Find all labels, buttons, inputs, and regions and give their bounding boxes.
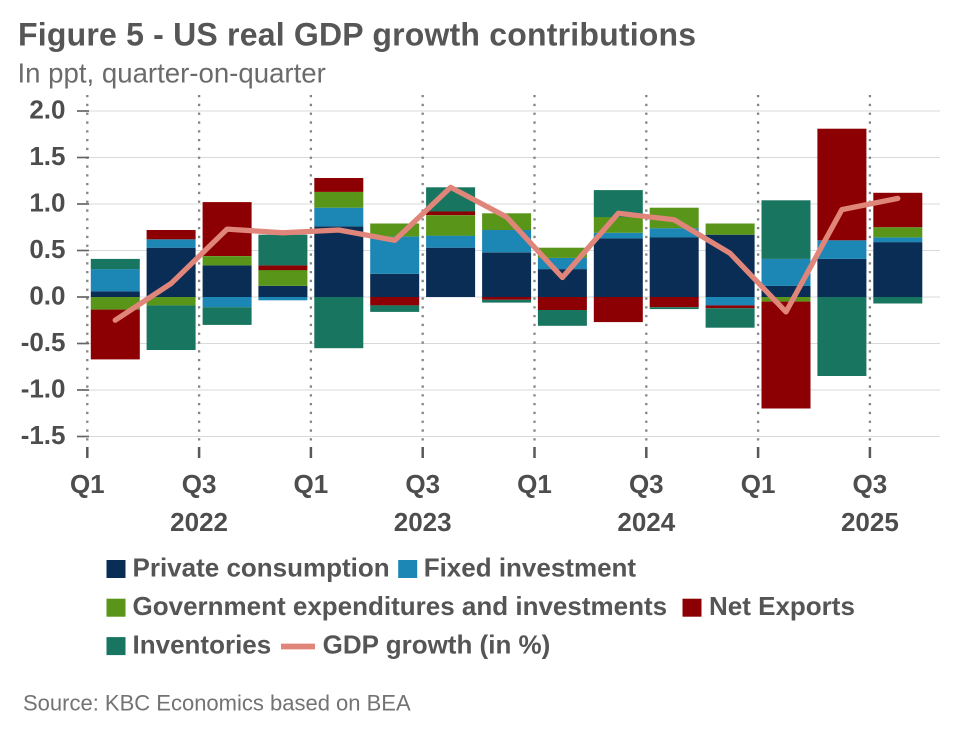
svg-text:-0.5: -0.5 [21, 327, 66, 357]
svg-text:Q3: Q3 [853, 469, 888, 499]
svg-text:Q3: Q3 [182, 469, 217, 499]
svg-text:Net Exports: Net Exports [709, 591, 855, 621]
svg-text:Q1: Q1 [294, 469, 329, 499]
svg-text:2.0: 2.0 [29, 94, 65, 124]
svg-text:0.0: 0.0 [29, 280, 65, 310]
svg-text:Q1: Q1 [70, 469, 105, 499]
svg-text:0.5: 0.5 [29, 234, 65, 264]
svg-text:-1.0: -1.0 [21, 373, 66, 403]
svg-text:2025: 2025 [841, 507, 899, 537]
svg-text:Source: KBC Economics based on: Source: KBC Economics based on BEA [23, 691, 411, 716]
svg-text:2022: 2022 [170, 507, 228, 537]
svg-text:Q1: Q1 [741, 469, 776, 499]
svg-text:Fixed investment: Fixed investment [424, 553, 637, 583]
svg-text:In ppt, quarter-on-quarter: In ppt, quarter-on-quarter [18, 58, 326, 89]
svg-text:1.0: 1.0 [29, 187, 65, 217]
svg-text:Q1: Q1 [517, 469, 552, 499]
svg-text:GDP growth (in %): GDP growth (in %) [323, 630, 551, 660]
svg-text:Q3: Q3 [629, 469, 664, 499]
svg-text:Q3: Q3 [405, 469, 440, 499]
svg-text:Government expenditures and in: Government expenditures and investments [133, 591, 668, 621]
svg-text:2023: 2023 [394, 507, 452, 537]
svg-text:1.5: 1.5 [29, 141, 65, 171]
svg-text:Figure 5 - US real GDP growth: Figure 5 - US real GDP growth contributi… [18, 16, 696, 52]
svg-text:2024: 2024 [617, 507, 675, 537]
svg-text:Inventories: Inventories [133, 630, 272, 660]
svg-text:Private consumption: Private consumption [133, 553, 390, 583]
svg-text:-1.5: -1.5 [21, 420, 66, 450]
